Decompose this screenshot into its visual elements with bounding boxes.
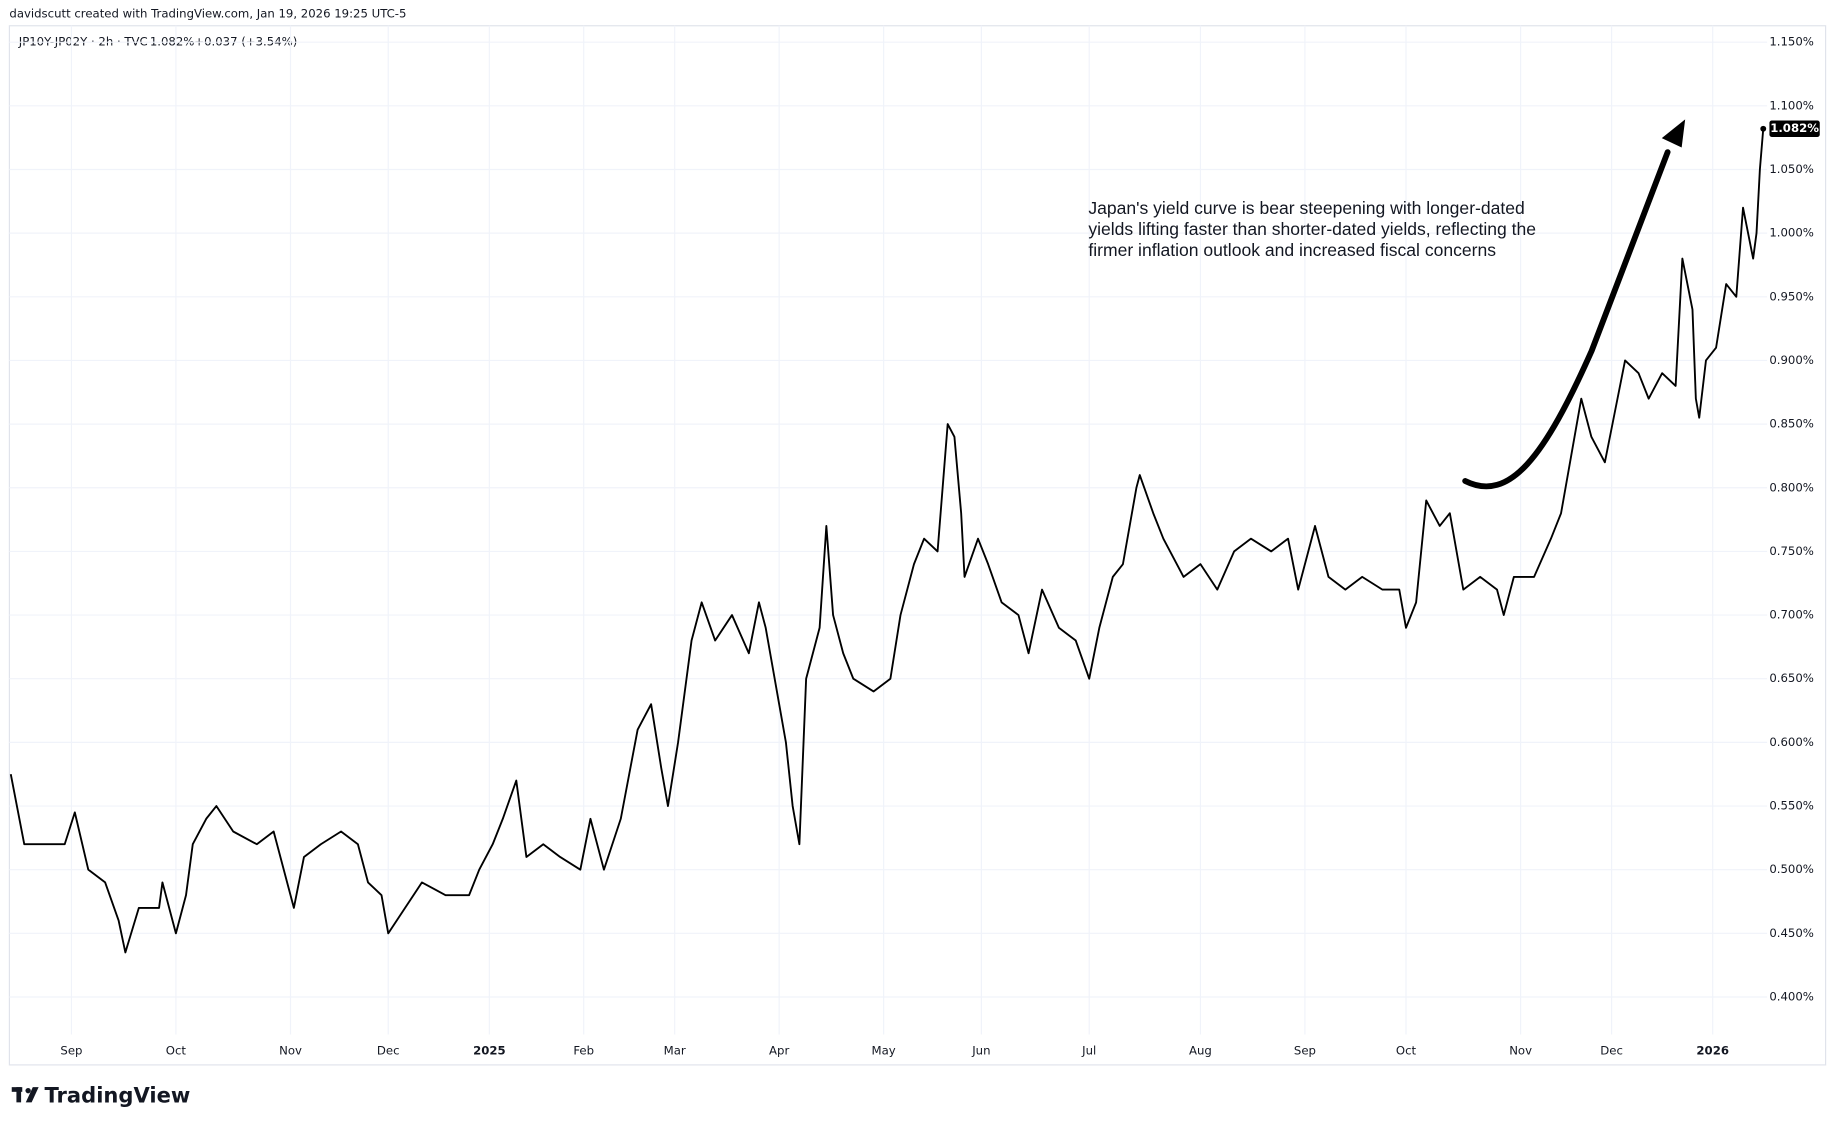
y-tick-label: 0.450% [1769, 926, 1814, 940]
annotation-line: Japan's yield curve is bear steepening w… [1088, 198, 1524, 218]
y-tick-label: 0.550% [1769, 799, 1814, 813]
annotation-line: firmer inflation outlook and increased f… [1088, 240, 1496, 260]
price-tag [1769, 120, 1820, 137]
annotation-arrow [1462, 149, 1671, 490]
x-tick-label: Feb [573, 1043, 594, 1057]
y-tick-label: 0.900% [1769, 353, 1814, 367]
x-tick-label: Dec [1600, 1043, 1623, 1057]
x-tick-label: Nov [279, 1043, 302, 1057]
logo-icon [11, 1087, 39, 1103]
logo: TradingView [45, 1083, 191, 1108]
x-tick-label: Oct [166, 1043, 187, 1057]
x-tick-label: 2026 [1696, 1043, 1729, 1057]
annotation-line: yields lifting faster than shorter-dated… [1088, 219, 1536, 239]
y-tick-label: 0.850% [1769, 417, 1814, 431]
y-tick-label: 0.650% [1769, 671, 1814, 685]
y-tick-label: 0.500% [1769, 862, 1814, 876]
x-tick-label: Jun [971, 1043, 990, 1057]
x-tick-label: Aug [1189, 1043, 1212, 1057]
y-tick-label: 0.700% [1769, 608, 1814, 622]
x-tick-label: Jul [1081, 1043, 1096, 1057]
x-tick-label: Dec [377, 1043, 400, 1057]
line-series [9, 128, 1765, 954]
x-tick-label: Mar [664, 1043, 686, 1057]
credit: davidscutt created with TradingView.com,… [9, 7, 406, 21]
chart-frame [8, 25, 1827, 1066]
x-tick-label: Sep [60, 1043, 82, 1057]
y-tick-label: 1.100% [1769, 98, 1814, 112]
price-tag-label: 1.082% [1770, 121, 1819, 135]
x-tick-label: Sep [1294, 1043, 1316, 1057]
y-tick-label: 0.800% [1769, 480, 1814, 494]
y-tick-label: 0.600% [1769, 735, 1814, 749]
y-tick-label: 0.750% [1769, 544, 1814, 558]
x-tick-label: 2025 [473, 1043, 506, 1057]
arrow-head [1661, 119, 1686, 148]
y-tick-label: 0.400% [1769, 989, 1814, 1003]
y-tick-label: 0.950% [1769, 289, 1814, 303]
plot [9, 25, 1768, 1035]
x-tick-label: Apr [769, 1043, 789, 1057]
x-tick-label: Nov [1509, 1043, 1532, 1057]
x-tick-label: Oct [1396, 1043, 1417, 1057]
y-tick-label: 1.000% [1769, 226, 1814, 240]
y-tick-label: 1.150% [1769, 35, 1814, 49]
y-tick-label: 1.050% [1769, 162, 1814, 176]
last-point [1760, 125, 1767, 132]
x-tick-label: May [872, 1043, 896, 1057]
